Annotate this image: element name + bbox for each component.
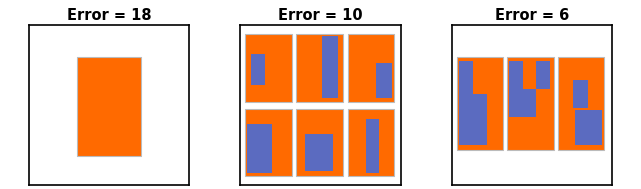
Bar [376, 63, 392, 98]
Bar [459, 61, 473, 94]
Bar [536, 61, 550, 89]
Bar [296, 109, 343, 176]
Bar [456, 57, 503, 150]
Bar [507, 57, 554, 150]
Bar [558, 57, 604, 150]
Bar [348, 109, 394, 176]
Bar [77, 57, 141, 156]
Bar [348, 34, 394, 102]
Title: Error = 18: Error = 18 [67, 8, 151, 23]
Bar [459, 94, 487, 145]
Bar [367, 119, 379, 173]
Bar [510, 61, 524, 89]
Bar [510, 89, 537, 117]
Bar [247, 124, 272, 173]
Bar [245, 109, 292, 176]
Bar [304, 134, 333, 171]
Bar [245, 34, 292, 102]
Bar [251, 54, 265, 85]
Bar [322, 36, 338, 98]
Title: Error = 10: Error = 10 [278, 8, 363, 23]
Bar [296, 34, 343, 102]
Bar [572, 80, 588, 108]
Title: Error = 6: Error = 6 [495, 8, 569, 23]
Bar [574, 110, 601, 145]
